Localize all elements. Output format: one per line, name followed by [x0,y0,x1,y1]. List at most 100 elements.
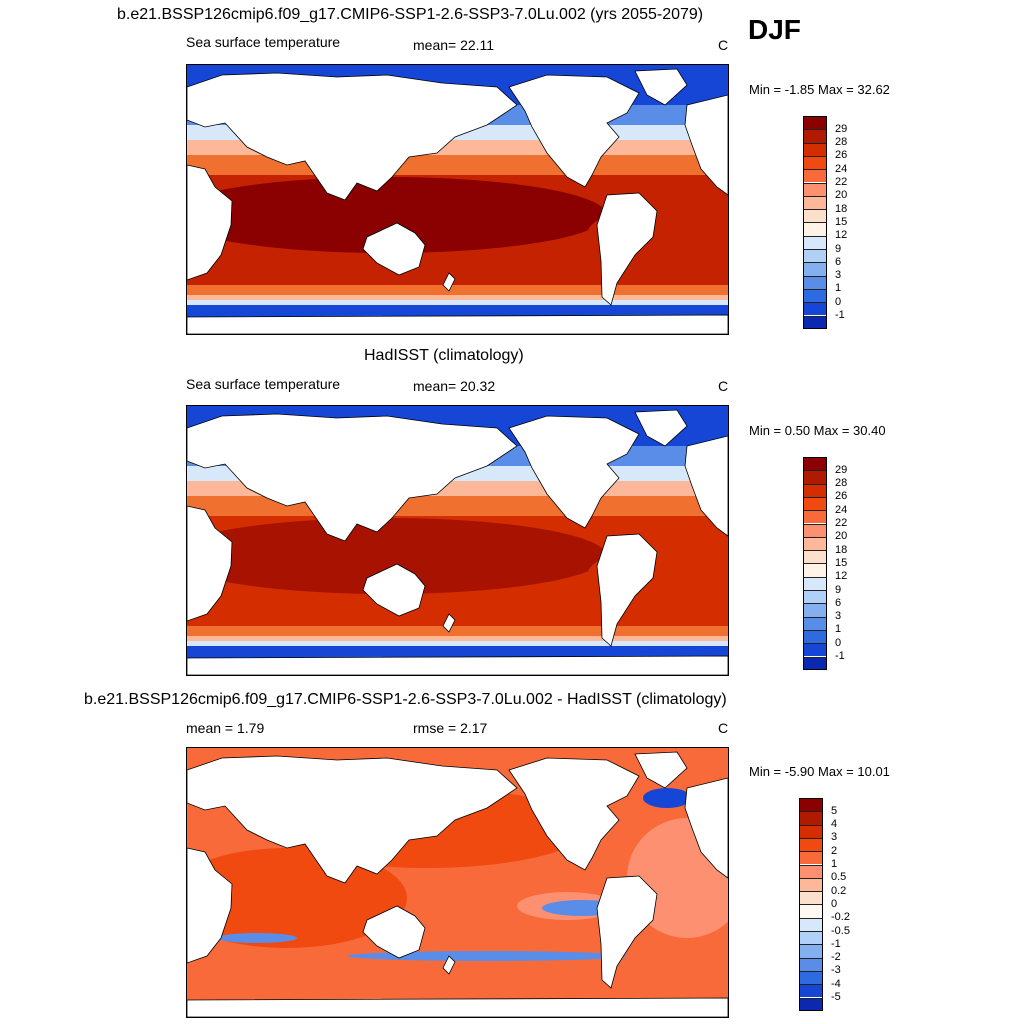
colorbar-swatch [803,116,827,130]
colorbar-swatch [799,944,823,958]
colorbar-tick-label: 15 [835,215,848,228]
landmass [508,74,640,188]
colorbar-swatch [803,576,827,590]
map-canvas [187,406,728,675]
sst-map [186,64,729,335]
landmass [362,905,426,959]
min-max-label: Min = -5.90 Max = 10.01 [749,764,890,779]
landmass [187,314,728,334]
colorbar-swatch [803,235,827,249]
colorbar-swatch [803,155,827,170]
landmass [187,655,728,675]
units-label: C [718,720,729,736]
colorbar-swatch [799,811,823,825]
panel-title: b.e21.BSSP126cmip6.f09_g17.CMIP6-SSP1-2.… [117,6,704,23]
colorbar-tick-label: 3 [831,831,838,844]
mean-label: mean= 20.32 [413,378,496,394]
colorbar-swatch [803,315,827,329]
min-max-label: Min = 0.50 Max = 30.40 [749,423,886,438]
colorbar-swatch [799,970,823,985]
colorbar-swatch [803,457,827,471]
colorbar-swatch [799,997,823,1011]
colorbar-tick-label: 0 [835,636,842,649]
colorbar-tick-label: -5 [831,991,841,1003]
colorbar-tick-label: -0.5 [831,924,850,937]
colorbar-tick-label: 20 [835,189,848,202]
colorbar-tick-label: 6 [835,596,842,609]
colorbar-swatch [799,984,823,998]
landmass [442,272,456,292]
colorbar-tick-label: 18 [835,543,848,556]
landmass [508,757,640,871]
colorbar-swatch [799,891,823,905]
landmass [442,955,456,975]
mean-label: mean= 22.11 [413,37,495,53]
colorbar-tick-label: 24 [835,162,848,175]
colorbar-swatch [799,917,823,931]
colorbar-tick-label: 12 [835,229,848,242]
colorbar-tick-label: 3 [835,269,842,282]
colorbar-tick-label: 0.2 [831,884,847,897]
colorbar-tick-label: 18 [835,202,848,215]
colorbar-tick-label: 6 [835,255,842,268]
colorbar-swatch [799,931,823,945]
landmass [187,413,518,542]
colorbar-tick-label: 9 [835,583,842,596]
colorbar-tick-label: 15 [835,556,848,569]
colorbar-swatch [803,656,827,670]
colorbar-tick-label: 26 [835,490,848,503]
colorbar-frame [803,116,827,329]
landmass [634,409,688,447]
colorbar-swatch [803,563,827,577]
colorbar-swatch [803,302,827,316]
colorbar-swatch [803,262,827,276]
colorbar-tick-label: 24 [835,503,848,516]
colorbar-swatch [799,904,823,918]
landmass [596,875,658,989]
units-label: C [718,37,729,53]
colorbar-swatch [803,550,827,564]
season-label: DJF [748,14,801,45]
colorbar-tick-label: 5 [831,804,838,817]
colorbar-tick-label: 12 [835,570,848,583]
colorbar-swatch [803,275,827,289]
landmass [362,563,426,617]
colorbar-tick-label: 26 [835,149,848,162]
colorbar-tick-label: 28 [835,136,848,149]
colorbar-tick-label: 0 [835,295,842,308]
colorbar-tick-label: 1 [835,623,842,636]
colorbar-tick-label: 4 [831,818,838,831]
colorbar-swatch [803,129,827,143]
colorbar-swatch [799,864,823,878]
colorbar-swatch [803,169,827,183]
landmass [187,505,233,622]
landmass [634,751,688,789]
colorbar-swatch [803,590,827,604]
colorbar-swatch [803,616,827,630]
landmass [187,997,728,1017]
panel-title: b.e21.BSSP126cmip6.f09_g17.CMIP6-SSP1-2.… [84,691,727,708]
colorbar-swatch [803,222,827,236]
colorbar-swatch [803,523,827,537]
map-canvas [187,748,728,1017]
colorbar-swatch [803,470,827,484]
colorbar-swatch [803,195,827,210]
landmass [684,94,728,196]
colorbar-swatch [803,510,827,524]
colorbar-tick-label: -4 [831,977,841,990]
variable-label: Sea surface temperature [186,376,341,392]
landmass [684,777,728,879]
colorbar-swatch [803,182,827,196]
colorbar-tick-label: 1 [831,858,838,870]
colorbar-swatch [803,536,827,551]
colorbar-tick-label: -3 [831,964,841,977]
sst-difference-map [186,747,729,1018]
units-label: C [718,378,729,394]
landmass [187,847,233,964]
colorbar-tick-label: -1 [835,309,845,321]
colorbar-tick-label: 28 [835,477,848,490]
colorbar-swatch [803,496,827,511]
colorbar-swatch [799,824,823,838]
colorbar-frame [799,798,823,1011]
landmass [508,415,640,529]
